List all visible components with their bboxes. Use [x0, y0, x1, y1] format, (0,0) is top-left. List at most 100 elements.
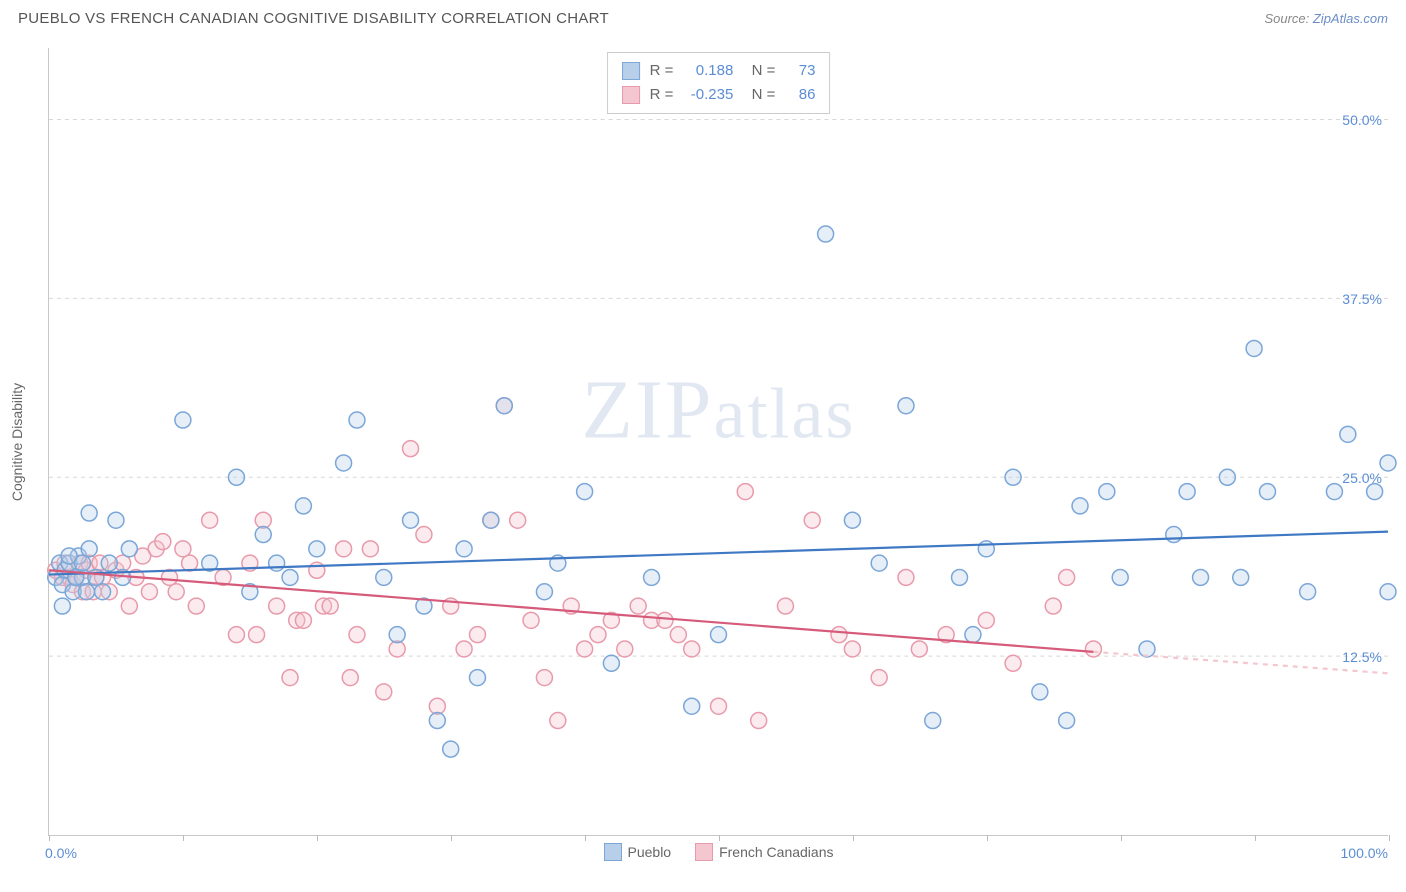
x-tick — [853, 835, 854, 841]
legend-swatch — [622, 62, 640, 80]
stats-row: R = -0.235 N = 86 — [622, 83, 816, 107]
legend-item: French Canadians — [695, 843, 833, 861]
data-point — [1193, 569, 1209, 585]
data-point — [1059, 713, 1075, 729]
data-point — [295, 612, 311, 628]
data-point — [898, 398, 914, 414]
data-point — [536, 584, 552, 600]
data-point — [657, 612, 673, 628]
data-point — [711, 698, 727, 714]
data-point — [1032, 684, 1048, 700]
data-point — [389, 627, 405, 643]
data-point — [1166, 527, 1182, 543]
data-point — [456, 541, 472, 557]
data-point — [403, 512, 419, 528]
x-axis-min-label: 0.0% — [45, 845, 77, 861]
data-point — [1300, 584, 1316, 600]
data-point — [175, 541, 191, 557]
x-axis-max-label: 100.0% — [1341, 845, 1388, 861]
x-tick — [49, 835, 50, 841]
data-point — [844, 641, 860, 657]
data-point — [403, 441, 419, 457]
stat-n-label: N = — [743, 83, 775, 107]
data-point — [295, 498, 311, 514]
y-tick-label: 12.5% — [1342, 649, 1382, 665]
data-point — [188, 598, 204, 614]
data-point — [282, 670, 298, 686]
legend-swatch — [622, 86, 640, 104]
stats-legend-box: R =0.188 N =73R =-0.235 N =86 — [607, 52, 831, 114]
data-point — [978, 612, 994, 628]
data-point — [898, 569, 914, 585]
data-point — [577, 641, 593, 657]
data-point — [1139, 641, 1155, 657]
data-point — [925, 713, 941, 729]
x-tick — [183, 835, 184, 841]
data-point — [603, 655, 619, 671]
data-point — [711, 627, 727, 643]
data-point — [342, 670, 358, 686]
data-point — [175, 412, 191, 428]
data-point — [590, 627, 606, 643]
legend-swatch — [604, 843, 622, 861]
data-point — [1219, 469, 1235, 485]
data-point — [95, 584, 111, 600]
data-point — [818, 226, 834, 242]
stat-r-label: R = — [650, 59, 674, 83]
x-tick — [719, 835, 720, 841]
data-point — [1059, 569, 1075, 585]
data-point — [1326, 484, 1342, 500]
data-point — [777, 598, 793, 614]
data-point — [684, 641, 700, 657]
data-point — [1085, 641, 1101, 657]
data-point — [81, 505, 97, 521]
data-point — [282, 569, 298, 585]
data-point — [536, 670, 552, 686]
data-point — [74, 555, 90, 571]
y-axis-title: Cognitive Disability — [9, 382, 25, 500]
data-point — [1246, 341, 1262, 357]
data-point — [336, 541, 352, 557]
data-point — [456, 641, 472, 657]
chart-header: PUEBLO VS FRENCH CANADIAN COGNITIVE DISA… — [0, 0, 1406, 33]
data-point — [182, 555, 198, 571]
data-point — [1380, 584, 1396, 600]
data-point — [443, 741, 459, 757]
data-point — [550, 713, 566, 729]
y-tick-label: 37.5% — [1342, 291, 1382, 307]
data-point — [483, 512, 499, 528]
scatter-svg — [49, 48, 1388, 835]
source-link[interactable]: ZipAtlas.com — [1313, 11, 1388, 26]
data-point — [269, 598, 285, 614]
x-tick — [1255, 835, 1256, 841]
y-tick-label: 25.0% — [1342, 470, 1382, 486]
stat-r-value: 0.188 — [683, 59, 733, 83]
stat-r-value: -0.235 — [683, 83, 733, 107]
data-point — [54, 598, 70, 614]
chart-plot-area: Cognitive Disability ZIPatlas R =0.188 N… — [48, 48, 1388, 836]
data-point — [202, 512, 218, 528]
data-point — [1259, 484, 1275, 500]
data-point — [1005, 469, 1021, 485]
data-point — [168, 584, 184, 600]
data-point — [376, 684, 392, 700]
legend-label: Pueblo — [628, 844, 672, 860]
data-point — [644, 569, 660, 585]
x-tick — [1389, 835, 1390, 841]
data-point — [228, 627, 244, 643]
data-point — [469, 670, 485, 686]
data-point — [630, 598, 646, 614]
legend-item: Pueblo — [604, 843, 672, 861]
stat-n-value: 86 — [785, 83, 815, 107]
stat-r-label: R = — [650, 83, 674, 107]
data-point — [1045, 598, 1061, 614]
data-point — [871, 555, 887, 571]
data-point — [1005, 655, 1021, 671]
bottom-legend: Pueblo French Canadians — [604, 843, 834, 861]
data-point — [121, 598, 137, 614]
data-point — [309, 541, 325, 557]
data-point — [1072, 498, 1088, 514]
legend-swatch — [695, 843, 713, 861]
chart-source: Source: ZipAtlas.com — [1264, 11, 1388, 26]
data-point — [78, 584, 94, 600]
